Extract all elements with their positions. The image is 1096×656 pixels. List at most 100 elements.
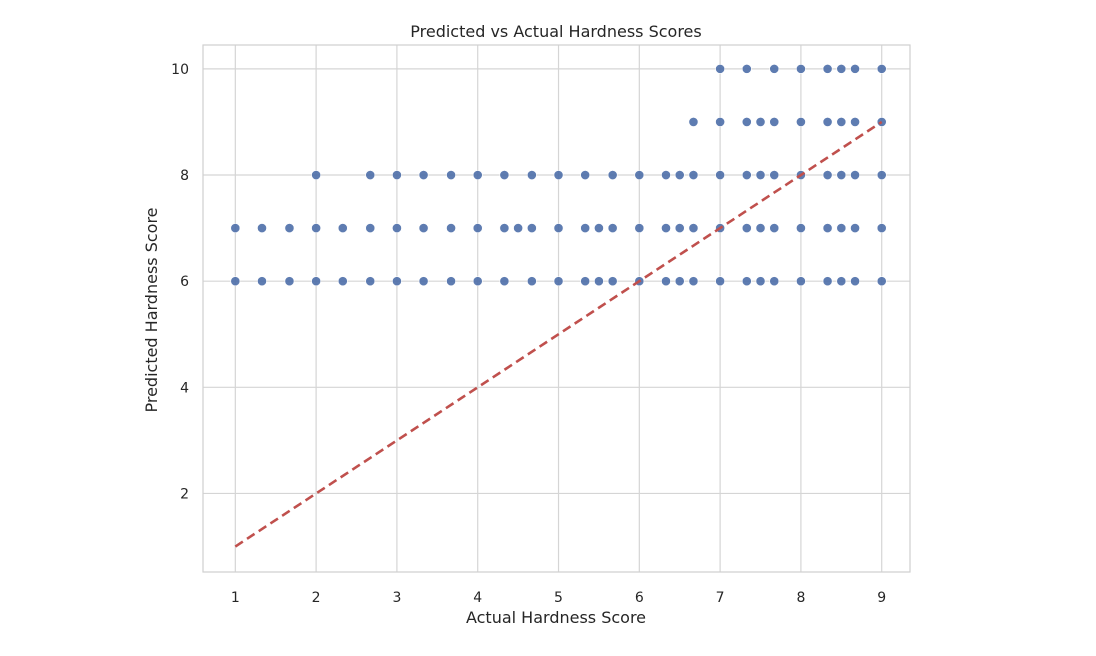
x-tick-label: 4 xyxy=(473,590,482,606)
data-point xyxy=(580,223,591,233)
data-point xyxy=(311,170,322,180)
data-point xyxy=(741,117,752,127)
data-point xyxy=(499,223,510,233)
data-point xyxy=(755,276,766,287)
data-point xyxy=(607,276,618,287)
data-point xyxy=(230,276,241,287)
data-point xyxy=(526,170,537,180)
data-point xyxy=(580,170,591,180)
data-point xyxy=(796,117,806,127)
data-point xyxy=(661,170,671,180)
data-point xyxy=(876,63,887,74)
data-point xyxy=(230,223,241,233)
data-point xyxy=(741,276,752,287)
y-tick-label: 8 xyxy=(180,168,189,184)
data-point xyxy=(499,276,510,287)
data-point xyxy=(257,223,267,233)
y-tick-label: 6 xyxy=(180,274,189,290)
data-point xyxy=(688,223,699,233)
data-point xyxy=(392,170,402,180)
data-point xyxy=(741,223,752,233)
data-point xyxy=(418,276,429,287)
chart-title: Predicted vs Actual Hardness Scores xyxy=(410,22,701,41)
data-point xyxy=(822,276,833,287)
data-point xyxy=(836,63,847,74)
y-axis-ticks: 2 4 6 8 10 xyxy=(171,62,189,503)
data-point xyxy=(311,276,322,287)
data-point xyxy=(634,170,645,180)
data-point xyxy=(755,170,766,180)
data-point xyxy=(796,63,806,74)
data-point xyxy=(365,170,376,180)
data-point xyxy=(392,276,402,287)
data-point xyxy=(850,117,860,127)
x-axis-ticks: 1 2 3 4 5 6 7 8 9 xyxy=(231,590,886,606)
data-point xyxy=(446,223,456,233)
data-point xyxy=(392,223,402,233)
data-point xyxy=(850,276,860,287)
data-point xyxy=(446,276,456,287)
data-point xyxy=(822,170,833,180)
data-point xyxy=(594,276,604,287)
data-point xyxy=(741,170,752,180)
data-point xyxy=(715,170,726,180)
data-point xyxy=(472,223,483,233)
data-point xyxy=(418,170,429,180)
x-tick-label: 2 xyxy=(312,590,321,606)
data-point xyxy=(661,223,671,233)
reference-line xyxy=(234,120,883,548)
data-point xyxy=(674,170,685,180)
data-point xyxy=(580,276,591,287)
data-point xyxy=(553,223,564,233)
data-point xyxy=(499,170,510,180)
data-point xyxy=(755,117,766,127)
data-point xyxy=(876,223,887,233)
x-tick-label: 5 xyxy=(554,590,563,606)
data-point xyxy=(513,223,524,233)
x-tick-label: 7 xyxy=(716,590,725,606)
data-point xyxy=(836,223,847,233)
x-tick-label: 6 xyxy=(635,590,644,606)
y-tick-label: 4 xyxy=(180,380,189,396)
data-point xyxy=(796,223,806,233)
data-point xyxy=(755,223,766,233)
data-point xyxy=(446,170,456,180)
data-point xyxy=(876,170,887,180)
data-point xyxy=(876,276,887,287)
data-point xyxy=(741,63,752,74)
x-tick-label: 1 xyxy=(231,590,240,606)
data-point xyxy=(688,117,699,127)
data-point xyxy=(715,117,726,127)
data-point xyxy=(365,276,376,287)
plot-frame xyxy=(202,44,911,573)
data-point xyxy=(607,223,618,233)
data-point xyxy=(553,170,564,180)
data-point xyxy=(715,63,726,74)
data-point xyxy=(850,223,860,233)
data-point xyxy=(661,276,671,287)
y-tick-label: 10 xyxy=(171,62,189,78)
data-point xyxy=(257,276,267,287)
data-point xyxy=(822,223,833,233)
data-point xyxy=(836,276,847,287)
data-point xyxy=(284,276,295,287)
data-point xyxy=(796,276,806,287)
x-tick-label: 9 xyxy=(877,590,886,606)
y-tick-label: 2 xyxy=(180,486,189,502)
x-tick-label: 3 xyxy=(392,590,401,606)
data-point xyxy=(769,63,780,74)
data-point xyxy=(607,170,618,180)
data-point xyxy=(688,170,699,180)
data-point xyxy=(769,117,780,127)
data-point xyxy=(688,276,699,287)
data-point xyxy=(337,223,348,233)
data-point xyxy=(674,276,685,287)
data-point xyxy=(836,170,847,180)
data-point xyxy=(822,63,833,74)
x-axis-label: Actual Hardness Score xyxy=(466,608,646,627)
data-point xyxy=(769,170,780,180)
data-point xyxy=(674,223,685,233)
data-point xyxy=(472,170,483,180)
y-axis-label: Predicted Hardness Score xyxy=(142,207,161,412)
